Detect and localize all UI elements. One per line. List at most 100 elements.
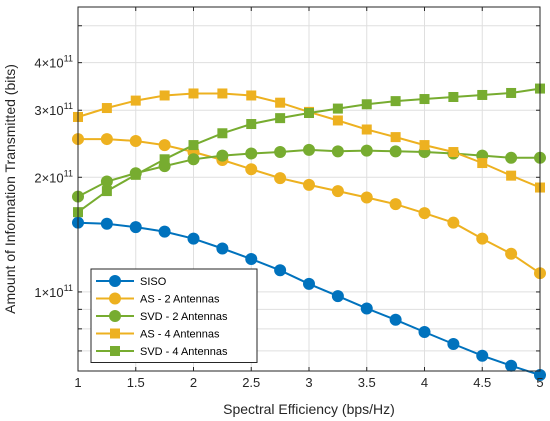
y-tick-label: 3×1011 [34,101,73,118]
series-1 [72,216,546,382]
data-point [130,169,141,180]
data-point [390,96,401,107]
data-point [274,172,287,185]
data-point [360,191,373,204]
data-point [389,198,402,211]
data-point [188,140,199,151]
x-tick-label: 4 [421,375,428,390]
y-tick-label: 2×1011 [34,168,73,185]
data-point [129,135,142,148]
legend-label: SVD - 4 Antennas [140,346,228,358]
x-tick-label: 1 [74,375,81,390]
legend-swatch-marker [109,292,121,305]
data-point [418,207,431,220]
data-point [100,133,113,146]
data-point [129,221,142,234]
data-point [275,97,286,108]
data-point [419,94,430,105]
series-5 [73,83,545,218]
data-point [361,124,372,135]
x-axis-label: Spectral Efficiency (bps/Hz) [223,401,395,417]
data-point [303,143,315,156]
legend-item: SISO [96,275,167,288]
legend-swatch-marker [110,328,120,339]
data-point [389,145,402,158]
data-point [477,89,488,100]
legend: SISO AS - 2 Antennas SVD - 2 Antennas AS - … [90,268,258,363]
legend-swatch-marker [109,275,121,287]
x-tick-label: 5 [536,375,543,390]
data-point [476,232,489,245]
x-tick-label: 4.5 [473,375,491,390]
x-tick-label: 3.5 [358,375,376,390]
x-tick-label: 2 [190,375,197,390]
data-point [331,185,344,198]
data-point [158,225,171,238]
y-tick-label: 1×1011 [34,283,73,300]
data-point [245,147,258,160]
y-axis-label: Amount of Information Transmitted (bits) [2,64,18,314]
data-point [159,90,170,101]
data-point [275,113,286,124]
legend-label: SISO [140,276,167,288]
plot-frame [77,6,541,372]
legend-swatch-marker [109,310,121,322]
data-point [303,178,315,191]
data-point [274,146,287,159]
data-point [130,95,141,106]
data-point [447,337,460,350]
data-point [216,242,229,255]
legend-item: SVD - 2 Antennas [96,310,228,323]
data-point [360,302,373,315]
data-point [304,108,314,119]
legend-swatch-marker [110,346,120,356]
data-point [476,349,489,362]
data-point [100,175,113,188]
data-point [187,153,200,166]
data-point [246,90,257,101]
y-tick-labels: 1×1011 2×1011 3×1011 4×1011 [34,54,73,300]
data-point [418,325,431,338]
data-point [448,91,459,102]
legend-item: AS - 2 Antennas [96,292,220,306]
data-point [159,154,170,165]
legend-label: SVD - 2 Antennas [140,311,228,323]
legend-item: AS - 4 Antennas [96,328,220,341]
x-tick-labels: 1 1.5 2 2.5 3 3.5 4 4.5 5 [74,375,543,390]
x-tick-label: 2.5 [242,375,260,390]
data-point [448,147,459,158]
data-point [217,88,228,99]
data-point [360,144,373,157]
data-point [216,149,229,162]
data-point [506,170,517,181]
x-tick-label: 1.5 [127,375,145,390]
data-point [331,145,344,158]
data-point [506,87,517,98]
data-point [390,132,401,143]
data-point [217,128,228,139]
data-point [188,88,199,99]
legend-label: AS - 4 Antennas [140,329,220,341]
data-point [447,216,460,229]
data-point [332,103,343,114]
data-point [245,253,258,266]
data-point [419,140,430,151]
data-point [101,186,112,197]
data-point [505,151,518,164]
data-point [505,247,518,260]
data-point [332,115,343,126]
x-tick-label: 3 [305,375,312,390]
y-tick-label: 4×1011 [34,54,73,71]
data-point [100,217,113,230]
data-point [477,158,488,169]
data-point [505,359,518,372]
data-point [274,264,287,277]
data-point [534,369,546,382]
data-point [245,163,258,176]
data-point [361,99,372,110]
data-point [331,290,344,303]
data-point [158,139,171,152]
legend-item: SVD - 4 Antennas [96,346,228,358]
data-point [101,103,112,114]
